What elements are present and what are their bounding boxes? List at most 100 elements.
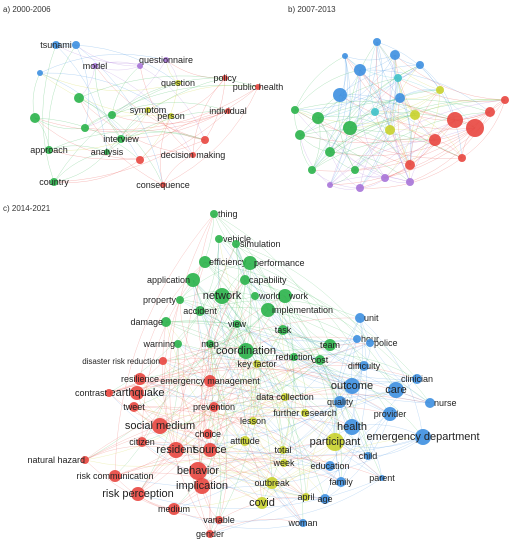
network-edge (199, 310, 258, 365)
network-node (308, 166, 316, 174)
network-edge (136, 323, 238, 394)
network-edge (299, 129, 463, 159)
network-edge (199, 310, 431, 404)
node-label: tweet (123, 402, 145, 412)
network-edge (397, 97, 411, 166)
network-edge (329, 127, 476, 156)
network-edge (136, 342, 371, 397)
panel-a-title: a) 2000-2006 (3, 5, 51, 14)
network-node (109, 470, 121, 482)
network-edge (34, 110, 229, 133)
node-label: person (157, 111, 185, 121)
network-edge (359, 69, 491, 113)
network-node (190, 152, 196, 158)
network-edge (48, 139, 206, 160)
network-edge (177, 343, 211, 451)
network-edge (204, 261, 331, 346)
network-edge (201, 363, 258, 487)
network-edge (108, 243, 237, 394)
network-edge (75, 44, 89, 129)
node-label: child (359, 451, 378, 461)
node-label: provider (374, 409, 407, 419)
network-edge (221, 295, 307, 498)
network-node (342, 53, 348, 59)
network-edge (252, 359, 321, 422)
network-node (278, 325, 288, 335)
network-edge (376, 41, 441, 91)
node-label: participant (310, 436, 361, 448)
network-node (466, 119, 484, 137)
network-edge (324, 413, 391, 500)
network-edge (317, 117, 386, 179)
network-node (291, 106, 299, 114)
network-edge (177, 343, 353, 388)
network-edge (261, 412, 306, 504)
network-edge (204, 261, 341, 403)
network-edge (389, 99, 506, 131)
network-node (301, 409, 309, 417)
network-edge (159, 262, 251, 427)
network-node (130, 386, 144, 400)
network-edge (282, 329, 391, 415)
node-label: policy (213, 73, 237, 83)
network-edge (165, 59, 226, 79)
node-label: outcome (331, 380, 373, 392)
network-edge (39, 72, 172, 117)
network-edge (198, 262, 251, 487)
network-node (215, 516, 223, 524)
network-node (92, 63, 98, 69)
node-label: efficiency (209, 257, 247, 267)
network-node (327, 182, 333, 188)
network-edge (53, 151, 108, 183)
network-edge (137, 406, 215, 495)
network-edge (136, 360, 418, 394)
network-node (295, 130, 305, 140)
network-node (145, 107, 151, 113)
node-label: performance (254, 258, 305, 268)
network-edge (340, 317, 368, 483)
node-label: nurse (434, 398, 457, 408)
network-node (394, 74, 402, 82)
network-edge (376, 41, 401, 99)
network-edge (141, 441, 326, 500)
node-label: choice (195, 429, 221, 439)
node-label: data collection (256, 392, 314, 402)
network-edge (169, 213, 215, 451)
node-label: april (297, 492, 314, 502)
network-edge (354, 54, 396, 171)
network-edge (136, 362, 258, 394)
node-label: question (161, 78, 195, 88)
node-label: quality (327, 397, 354, 407)
network-edge (374, 111, 411, 166)
network-edge (213, 359, 321, 408)
network-edge (359, 77, 399, 189)
network-edge (173, 441, 336, 510)
network-node (324, 339, 336, 351)
network-edge (177, 238, 220, 345)
network-edge (339, 401, 383, 479)
network-edge (244, 396, 286, 442)
network-edge (209, 519, 304, 535)
network-edge (319, 359, 369, 457)
network-edge (139, 65, 194, 156)
network-edge (139, 65, 206, 141)
network-edge (179, 299, 238, 325)
network-edge (218, 295, 262, 521)
network-node (266, 477, 278, 489)
network-node (334, 396, 346, 408)
network-edge (179, 299, 247, 352)
network-node (281, 393, 289, 401)
network-edge (147, 109, 206, 141)
node-label: questionnaire (139, 55, 193, 65)
network-node (355, 313, 365, 323)
network-edge (399, 97, 413, 166)
network-edge (311, 169, 361, 189)
network-node (485, 107, 495, 117)
network-edge (84, 84, 259, 129)
network-edge (133, 406, 211, 451)
network-edge (141, 441, 307, 498)
network-edge (159, 365, 365, 427)
network-edge (133, 406, 307, 498)
